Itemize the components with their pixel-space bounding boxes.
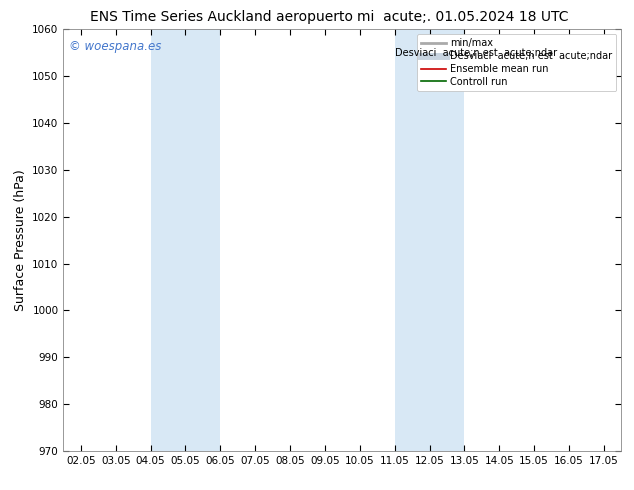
Text: Desviaci  acute;n est  acute;ndar: Desviaci acute;n est acute;ndar — [396, 49, 557, 58]
Bar — [150, 29, 221, 451]
Text: ENS Time Series Auckland aeropuerto: ENS Time Series Auckland aeropuerto — [91, 10, 353, 24]
Text: © woespana.es: © woespana.es — [69, 40, 162, 53]
Y-axis label: Surface Pressure (hPa): Surface Pressure (hPa) — [14, 169, 27, 311]
Bar — [394, 29, 464, 451]
Text: mi  acute;. 01.05.2024 18 UTC: mi acute;. 01.05.2024 18 UTC — [357, 10, 569, 24]
Legend: min/max, Desviaci  acute;n est  acute;ndar, Ensemble mean run, Controll run: min/max, Desviaci acute;n est acute;ndar… — [417, 34, 616, 91]
